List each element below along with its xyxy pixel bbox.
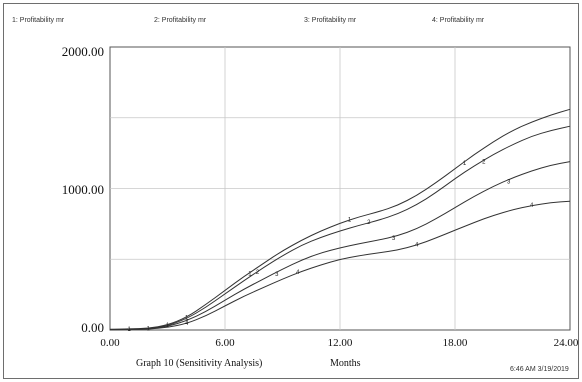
x-axis-label: Months bbox=[330, 358, 361, 369]
legend-label-4: 4: Profitability mr bbox=[432, 17, 485, 24]
series-line-3 bbox=[109, 161, 571, 331]
series-marker-4: 4 bbox=[415, 242, 419, 248]
series-marker-1: 1 bbox=[127, 327, 131, 333]
y-tick-label: 2000.00 bbox=[62, 44, 104, 59]
series-marker-1: 1 bbox=[248, 271, 252, 277]
legend: 1: Profitability mr 2: Profitability mr … bbox=[12, 17, 485, 24]
series-marker-4: 4 bbox=[296, 270, 300, 276]
series-line-2 bbox=[109, 125, 571, 331]
series-marker-2: 2 bbox=[367, 220, 371, 226]
x-tick-label: 18.00 bbox=[443, 337, 468, 349]
y-tick-label: 0.00 bbox=[81, 320, 104, 335]
series-marker-1: 1 bbox=[147, 326, 151, 332]
x-tick-label: 24.00 bbox=[554, 337, 579, 349]
series-line-4 bbox=[109, 200, 571, 331]
legend-label-1: 1: Profitability mr bbox=[12, 17, 65, 24]
series-marker-2: 2 bbox=[256, 270, 260, 276]
series-marker-3: 3 bbox=[507, 179, 511, 185]
series-marker-1: 1 bbox=[463, 161, 467, 167]
x-tick-label: 0.00 bbox=[100, 337, 120, 349]
line-chart: 1: Profitability mr 2: Profitability mr … bbox=[12, 17, 579, 373]
series-marker-1: 1 bbox=[166, 323, 170, 329]
x-tick-label: 6.00 bbox=[215, 337, 235, 349]
x-tick-label: 12.00 bbox=[328, 337, 353, 349]
series-marker-4: 4 bbox=[185, 321, 189, 327]
series-marker-4: 4 bbox=[530, 203, 534, 209]
series-marker-1: 1 bbox=[348, 218, 352, 224]
series-marker-3: 3 bbox=[275, 272, 279, 278]
series-lines bbox=[109, 108, 571, 331]
legend-label-2: 2: Profitability mr bbox=[154, 17, 207, 24]
timestamp: 6:46 AM 3/19/2019 bbox=[510, 366, 569, 373]
series-line-1 bbox=[109, 108, 571, 330]
series-marker-3: 3 bbox=[392, 236, 396, 242]
graph-label: Graph 10 (Sensitivity Analysis) bbox=[136, 358, 262, 369]
chart-frame: 1: Profitability mr 2: Profitability mr … bbox=[3, 3, 579, 379]
series-marker-2: 2 bbox=[482, 160, 486, 166]
legend-label-3: 3: Profitability mr bbox=[304, 17, 357, 24]
grid bbox=[110, 47, 570, 330]
series-marker-1: 1 bbox=[185, 315, 189, 321]
y-tick-label: 1000.00 bbox=[62, 182, 104, 197]
